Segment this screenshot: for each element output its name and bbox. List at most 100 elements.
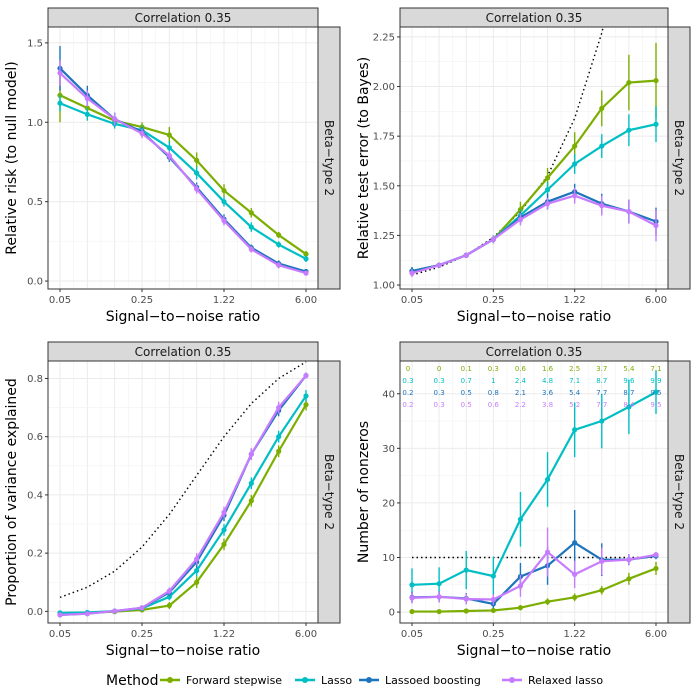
y-tick-label: 0.4 [27, 490, 43, 501]
data-point [653, 121, 659, 127]
data-point [626, 404, 632, 410]
data-point [303, 270, 309, 276]
data-point [276, 434, 282, 440]
y-tick-label: 0.0 [27, 277, 43, 288]
data-point [221, 187, 227, 194]
y-tick-label: 1.75 [373, 132, 395, 143]
data-point [221, 218, 227, 224]
data-point [166, 145, 172, 151]
y-axis-title: Proportion of variance explained [4, 378, 20, 606]
plot-area [57, 46, 309, 276]
data-point [248, 498, 254, 504]
legend: Method Forward stepwise Lasso Lassoed bo… [106, 673, 603, 689]
x-axis-title: Signal−to−noise ratio [106, 309, 261, 325]
data-point [166, 132, 172, 138]
data-point [221, 199, 227, 205]
series-line [411, 550, 657, 601]
y-tick-label: 0 [389, 608, 395, 619]
y-tick-label: 1.0 [27, 118, 43, 129]
plot-area [409, 27, 659, 278]
y-tick-label: 20 [382, 498, 395, 509]
y-tick-label: 10 [382, 553, 395, 564]
data-point [194, 157, 200, 163]
data-point [139, 605, 145, 611]
annotation-label: 3.8 [542, 401, 553, 409]
legend-key-forward-stepwise-dot [167, 677, 173, 683]
data-point [599, 105, 605, 111]
annotation-rows: 0 0 0.1 0.3 0.6 1.6 2.5 3.7 5.4 7.1 0.3 0.3 0.7 1 2.4 4… [402, 365, 661, 409]
data-point [194, 568, 200, 574]
data-point [409, 595, 415, 601]
y-tick-label: 30 [382, 444, 395, 455]
data-point [303, 393, 309, 399]
annotation-label: 8.4 [623, 401, 635, 409]
data-point [599, 587, 605, 593]
panel-nonzeros: 0 0 0.1 0.3 0.6 1.6 2.5 3.7 5.4 7.1 0.3 0.3 0.7 1 2.4 4… [356, 341, 691, 659]
annotation-label: 5.2 [569, 401, 580, 409]
data-point [303, 251, 309, 257]
data-point [166, 602, 172, 609]
annotation-label: 9.6 [623, 377, 635, 385]
data-point [221, 527, 227, 533]
data-point [221, 509, 227, 515]
annotation-label: 0.5 [461, 389, 472, 397]
legend-key-relaxed-lasso-dot [509, 677, 515, 683]
data-point [248, 480, 254, 486]
data-point [490, 607, 496, 614]
data-point [194, 186, 200, 192]
x-tick-label: 0.05 [49, 629, 71, 640]
data-point [517, 605, 524, 611]
annotation-label: 3.6 [542, 389, 554, 397]
data-point [436, 594, 442, 600]
annotation-label: 7.7 [596, 389, 607, 397]
series-relaxed-lasso [57, 372, 309, 618]
data-point [544, 175, 551, 181]
x-tick-label: 0.25 [482, 629, 504, 640]
legend-key-lassoed-boosting-dot [366, 677, 372, 683]
data-point [139, 130, 145, 136]
legend-item-lasso: Lasso [295, 674, 352, 687]
facet-strip-top [399, 341, 669, 362]
x-tick-label: 1.22 [564, 629, 586, 640]
data-point [544, 599, 551, 605]
y-tick-label: 1.5 [27, 38, 43, 49]
legend-item-lassoed-boosting: Lassoed boosting [359, 674, 481, 687]
panel-pve: Correlation 0.35 Beta−type 2 0.05 0.25 1.22 6… [4, 341, 341, 659]
annotation-label: 2.2 [515, 401, 526, 409]
data-point [248, 451, 254, 457]
data-point [517, 516, 524, 522]
y-tick-label: 40 [382, 389, 395, 400]
data-point [276, 448, 282, 454]
annotation-label: 1 [491, 377, 495, 385]
data-point [544, 476, 551, 483]
data-point [194, 170, 200, 176]
annotation-label: 1.6 [542, 365, 554, 373]
data-point [599, 143, 605, 149]
x-tick-label: 1.22 [213, 629, 235, 640]
data-point [490, 236, 496, 242]
data-point [409, 582, 415, 588]
legend-item-forward-stepwise: Forward stepwise [160, 674, 282, 687]
data-point [276, 232, 282, 238]
data-point [490, 573, 496, 579]
series-line [411, 391, 657, 586]
data-point [653, 389, 659, 395]
series-forward-stepwise [409, 561, 659, 615]
data-point [572, 594, 578, 600]
annotation-label: 9.5 [650, 401, 661, 409]
facet-label-top: Correlation 0.35 [135, 11, 232, 25]
annotation-label: 9.9 [650, 377, 661, 385]
data-point [626, 557, 632, 563]
annotation-label: 5.4 [623, 365, 635, 373]
annotation-label: 0.5 [461, 401, 472, 409]
x-axis-title: Signal−to−noise ratio [106, 643, 261, 659]
data-point [303, 372, 309, 379]
annotation-label: 0.3 [434, 377, 445, 385]
series-line [412, 567, 657, 613]
facet-label-top: Correlation 0.35 [135, 345, 232, 359]
data-point [112, 116, 118, 122]
facet-strip-top [47, 341, 319, 362]
y-axis-title: Relative test error (to Bayes) [356, 57, 372, 259]
data-point [57, 100, 63, 106]
legend-item-relaxed-lasso: Relaxed lasso [502, 674, 603, 687]
